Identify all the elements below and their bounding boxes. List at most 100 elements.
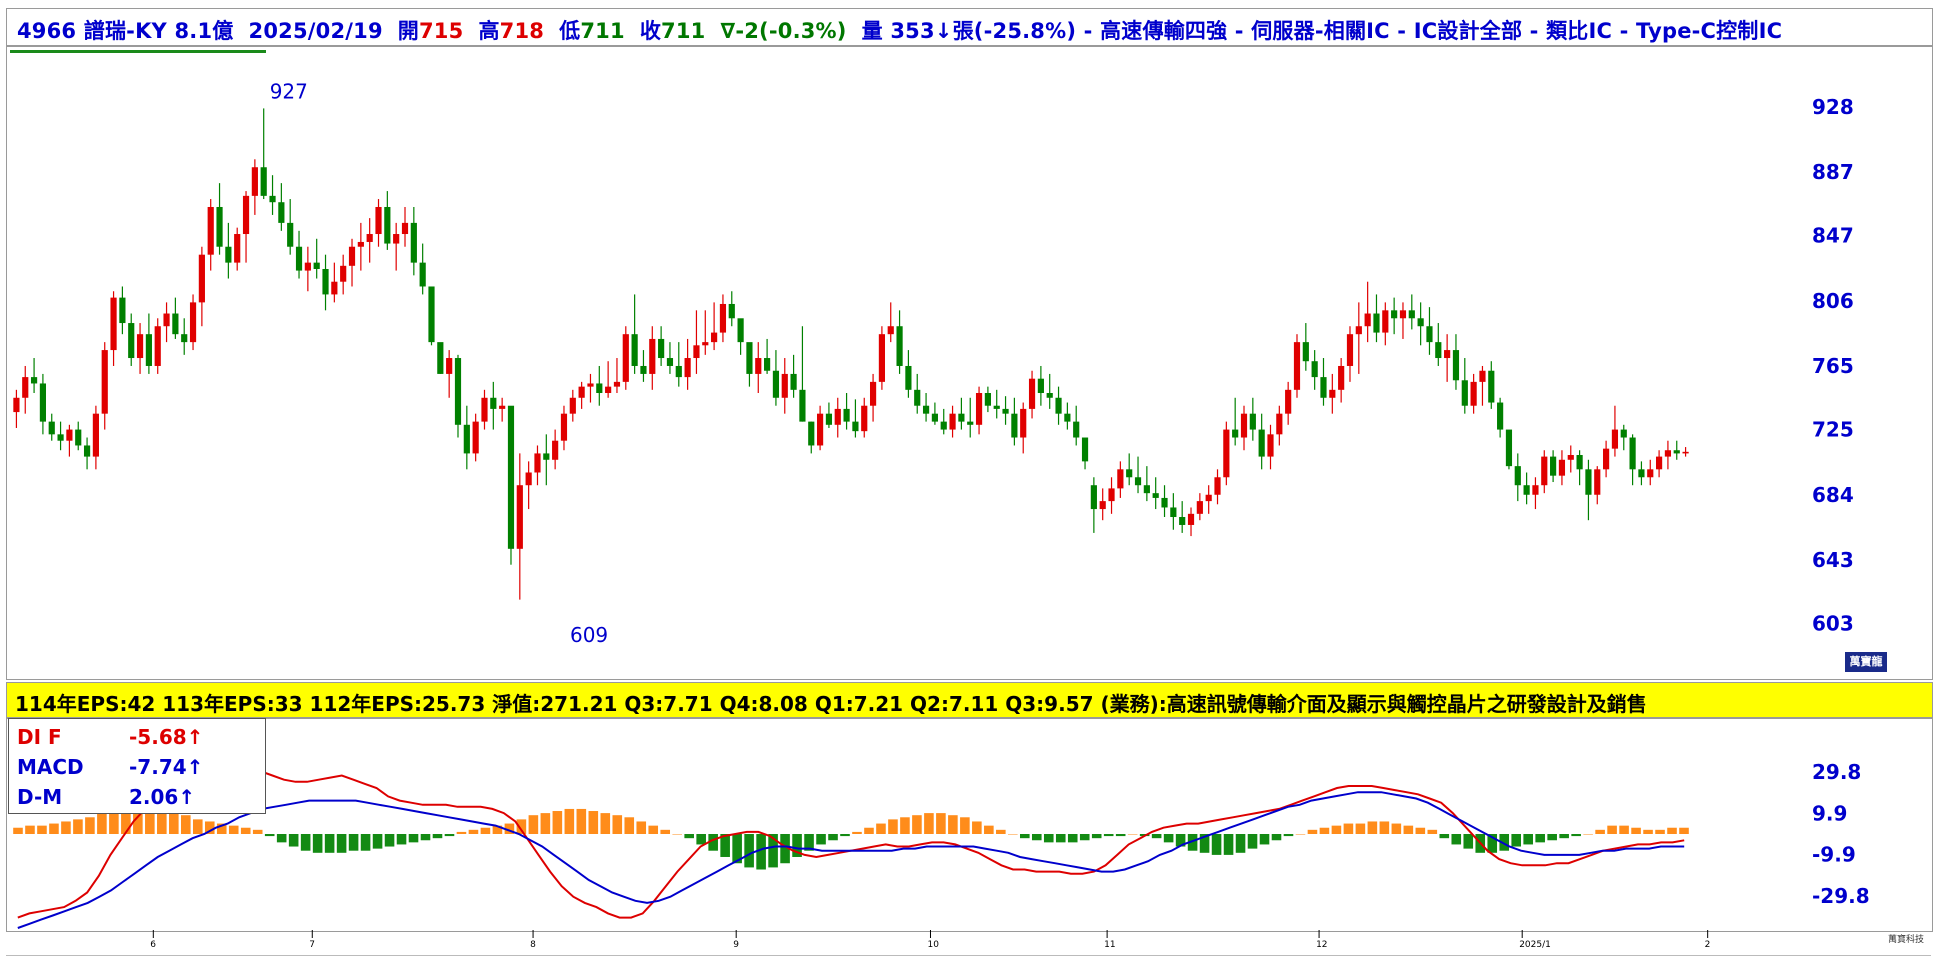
x-tick-label: 9 — [733, 940, 739, 950]
macd-histogram-bar — [1259, 834, 1270, 845]
macd-histogram-bar — [1295, 834, 1306, 835]
macd-label: MACD — [17, 755, 84, 779]
macd-histogram-bar — [1403, 825, 1414, 834]
candle-body — [808, 421, 815, 446]
candle-body — [419, 262, 426, 287]
dif-value: -5.68↑ — [129, 725, 204, 749]
macd-histogram-bar — [444, 834, 455, 837]
candle-body — [1541, 456, 1548, 486]
macd-histogram-bar — [109, 808, 119, 834]
candle-body — [13, 397, 20, 413]
macd-histogram-bar — [145, 804, 155, 834]
macd-histogram-bar — [1607, 825, 1617, 834]
candle-body — [490, 397, 497, 409]
candle-body — [331, 281, 338, 295]
x-tick-label: 2 — [1705, 940, 1711, 950]
candle-body — [790, 373, 797, 390]
candle-body — [251, 167, 258, 196]
macd-histogram-bar — [1175, 834, 1186, 847]
macd-histogram-bar — [588, 811, 599, 834]
macd-histogram-bar — [624, 817, 635, 834]
high-value: 718 — [499, 19, 545, 43]
macd-histogram-bar — [1667, 827, 1677, 834]
candle-body — [1020, 408, 1027, 438]
candle-body — [1408, 310, 1415, 319]
candle-body — [922, 405, 930, 414]
macd-histogram-bar — [25, 825, 35, 834]
candle-body — [878, 334, 886, 382]
macd-histogram-bar — [1643, 829, 1653, 834]
macd-histogram-bar — [1247, 834, 1258, 849]
price-ytick-label: 725 — [1812, 418, 1854, 442]
candle-body — [666, 358, 674, 366]
macd-histogram-bar — [1379, 821, 1390, 834]
candle-body — [869, 381, 877, 406]
candle-body — [1311, 361, 1318, 378]
macd-histogram-bar — [876, 823, 886, 834]
candle-body — [357, 241, 364, 247]
macd-ytick-label: 9.9 — [1812, 801, 1847, 825]
candle-body — [949, 413, 956, 430]
macd-histogram-bar — [1235, 834, 1246, 853]
macd-histogram-bar — [420, 834, 431, 841]
macd-histogram-bar — [61, 821, 71, 834]
candle-body — [1223, 429, 1230, 478]
candle-body — [1452, 350, 1460, 381]
macd-histogram-bar — [1427, 829, 1438, 834]
macd-histogram-bar — [432, 834, 443, 839]
macd-histogram-bar — [1583, 834, 1593, 835]
macd-histogram-bar — [73, 819, 83, 834]
x-tick-label: 8 — [530, 940, 536, 950]
macd-histogram-bar — [1355, 823, 1366, 834]
macd-histogram-bar — [276, 834, 287, 843]
candle-body — [975, 393, 983, 425]
macd-histogram-bar — [1019, 834, 1030, 839]
candle-body — [1435, 342, 1442, 359]
candle-body — [1629, 437, 1636, 470]
macd-legend: DI F -5.68↑ MACD -7.74↑ D-M 2.06↑ — [8, 718, 266, 814]
candle-body — [772, 370, 780, 398]
macd-ytick-label: -9.9 — [1812, 843, 1856, 867]
candle-body — [569, 397, 576, 414]
candle-body — [658, 338, 665, 359]
candle-body — [269, 195, 276, 203]
open-label: 開 — [397, 19, 419, 43]
macd-histogram-bar — [121, 806, 131, 834]
candle-body — [48, 421, 55, 435]
header-underline — [10, 50, 266, 53]
macd-histogram-bar — [1271, 834, 1282, 841]
price-ytick-label: 847 — [1812, 224, 1854, 248]
macd-histogram-bar — [1499, 834, 1510, 851]
macd-histogram-bar — [912, 815, 922, 834]
macd-histogram-bar — [396, 834, 407, 845]
macd-histogram-bar — [612, 815, 623, 834]
macd-histogram-bar — [660, 829, 671, 834]
macd-histogram-bar — [636, 821, 647, 834]
candle-body — [198, 254, 205, 303]
macd-histogram-bar — [1307, 829, 1318, 834]
close-value: 711 — [661, 19, 706, 43]
macd-histogram-bar — [1655, 829, 1665, 834]
candle-body — [1214, 477, 1221, 495]
price-ytick-label: 643 — [1812, 548, 1854, 572]
candle-body — [914, 389, 921, 406]
macd-histogram-bar — [768, 834, 778, 868]
price-extreme-label: 927 — [270, 79, 308, 103]
macd-histogram-bar — [1391, 823, 1402, 834]
price-panel[interactable] — [6, 46, 1933, 680]
stock-header: 4966 譜瑞-KY 8.1億 2025/02/19 開715 高718 低71… — [6, 8, 1933, 46]
macd-histogram-bar — [133, 804, 143, 834]
footer-brand: 萬寶科技 — [1888, 935, 1925, 945]
candle-body — [834, 408, 841, 425]
candle-body — [393, 234, 400, 244]
macd-ytick-label: 29.8 — [1812, 760, 1861, 784]
price-ytick-label: 806 — [1812, 289, 1854, 313]
candle-body — [1152, 493, 1159, 498]
macd-histogram-bar — [780, 834, 790, 864]
dm-value: 2.06↑ — [129, 785, 196, 809]
macd-histogram-bar — [1451, 834, 1462, 845]
macd-histogram-bar — [528, 815, 539, 834]
candle-body — [1081, 437, 1089, 462]
candle-body — [437, 342, 444, 374]
macd-histogram-bar — [924, 813, 934, 834]
